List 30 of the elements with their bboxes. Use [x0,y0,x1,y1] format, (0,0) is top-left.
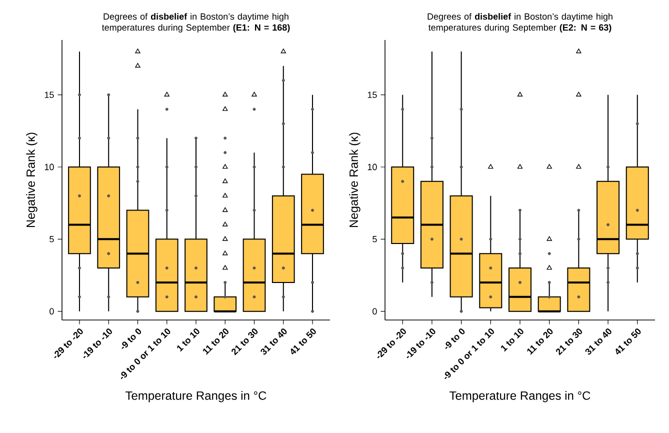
y-tick-label: 5 [372,236,377,242]
x-tick-label: -9 to 0 [445,328,465,350]
y-tick-label: 10 [44,164,54,170]
y-tick-label: 0 [50,308,54,315]
x-axis-title: Temperature Ranges in °C [450,391,590,402]
x-tick-label: 31 to 40 [260,328,287,355]
y-tick-label: 15 [44,92,54,98]
x-tick-label: 21 to 30 [232,328,258,356]
y-tick-label: 10 [368,164,377,170]
x-tick-label: 41 to 50 [616,328,641,355]
y-tick-label: 0 [372,308,377,315]
chart-title: Degrees of disbelief in Boston’s daytime high temperatures during September (E2: N = 63) [428,13,612,32]
x-tick-label: 11 to 20 [202,328,228,355]
x-tick-label: -29 to -20 [377,328,406,358]
x-tick-label: 1 to 10 [177,328,200,352]
x-tick-label: 11 to 20 [527,328,553,355]
y-axis-title: Negative Rank (κ) [26,132,38,228]
y-axis-title: Negative Rank (κ) [349,132,360,228]
x-tick-label: 41 to 50 [290,328,316,355]
x-tick-label: -29 to -20 [54,328,83,358]
x-tick-label: 31 to 40 [585,328,612,355]
x-tick-label: 1 to 10 [501,328,524,352]
x-tick-label: 21 to 30 [556,328,582,356]
y-tick-label: 15 [368,92,377,98]
x-tick-label: -19 to -10 [83,328,112,358]
x-tick-label: -19 to -10 [406,328,436,358]
x-tick-label: -9 to 0 [122,328,142,350]
x-axis-title: Temperature Ranges in °C [126,391,266,402]
y-tick-label: 5 [50,236,54,242]
chart-title: Degrees of disbelief in Boston’s daytime high temperatures during September (E1: N = 168) [102,13,290,32]
